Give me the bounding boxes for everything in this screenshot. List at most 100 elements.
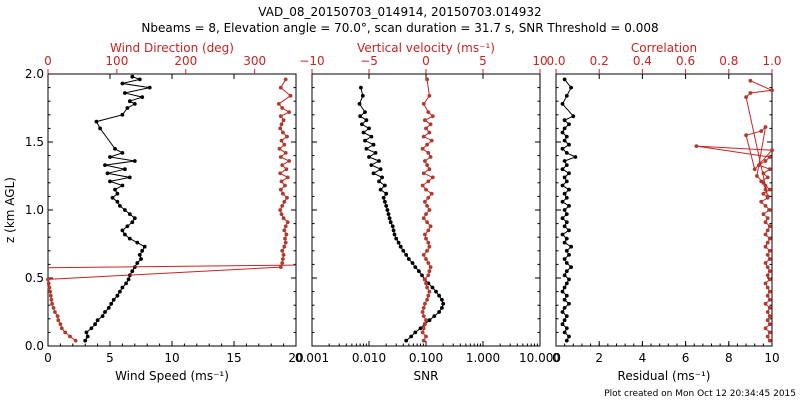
- left-red-data-point: [283, 77, 288, 82]
- right-black-data-point: [564, 163, 569, 168]
- left-x-axis-label: Wind Speed (ms⁻¹): [115, 369, 229, 383]
- right-bottom-tick-label: 2: [595, 351, 603, 365]
- right-black-data-point: [564, 293, 569, 298]
- middle-red-data-point: [426, 151, 431, 155]
- left-red-data-point: [56, 318, 61, 323]
- right-red-data-point: [767, 306, 772, 310]
- left-black-data-point: [89, 326, 94, 331]
- middle-red-data-point: [427, 130, 432, 135]
- right-red-data-point: [767, 269, 772, 274]
- right-red-data-point: [761, 191, 766, 196]
- middle-bottom-tick-label: 0.001: [295, 351, 329, 365]
- middle-red-data-point: [430, 175, 435, 180]
- right-black-data-point: [569, 244, 573, 249]
- right-red-data-point: [765, 228, 770, 233]
- middle-red-data-point: [428, 122, 433, 127]
- middle-black-data-point: [437, 293, 441, 298]
- middle-bottom-tick-label: 1.000: [466, 351, 500, 365]
- left-red-data-point: [285, 220, 290, 225]
- right-black-data-point: [562, 126, 567, 131]
- left-top-tick-label: 200: [174, 54, 197, 68]
- middle-black-data-point: [440, 306, 444, 310]
- right-red-data-point: [767, 248, 772, 253]
- left-black-data-point: [120, 228, 125, 233]
- middle-black-data-point: [357, 102, 362, 106]
- left-bottom-tick-label: 15: [226, 351, 241, 365]
- panel-right: 0 2 4 6 8 10 Residual (ms⁻¹) 0.0 0.2 0.4 0.6 0.8 1.0…: [546, 41, 781, 383]
- middle-red-data-point: [421, 338, 426, 343]
- middle-black-data-point: [413, 330, 418, 335]
- left-black-data-point: [147, 85, 152, 90]
- right-red-data-point: [765, 285, 770, 290]
- left-red-data-point: [281, 191, 285, 196]
- right-top-tick-label: 0.6: [676, 54, 695, 68]
- middle-red-data-point: [423, 277, 427, 282]
- right-black-data-point: [560, 322, 565, 327]
- middle-red-data-point: [421, 326, 426, 331]
- middle-red-data-point: [424, 236, 428, 241]
- middle-red-data-point: [425, 285, 429, 290]
- left-black-data-point: [108, 155, 112, 159]
- right-black-data-point: [560, 289, 565, 294]
- left-red-data-point: [53, 310, 57, 314]
- middle-black-data-point: [384, 204, 389, 208]
- middle-red-data-point: [426, 273, 431, 278]
- middle-red-data-point: [424, 334, 428, 339]
- middle-black-data-point: [380, 175, 384, 180]
- right-red-data-point: [767, 167, 772, 172]
- left-red-data-point: [282, 142, 287, 147]
- right-red-series-line: [696, 80, 774, 341]
- right-top-tick-label: 0.2: [590, 54, 609, 68]
- middle-red-data-point: [426, 195, 431, 200]
- right-black-data-point: [560, 216, 565, 221]
- right-red-data-point: [767, 257, 772, 261]
- right-red-data-point: [763, 125, 768, 129]
- right-black-data-point: [564, 261, 569, 265]
- right-red-data-point: [770, 148, 774, 153]
- middle-black-data-point: [359, 85, 363, 90]
- left-black-data-point: [130, 220, 135, 225]
- left-black-data-point: [85, 334, 90, 339]
- left-red-data-point: [279, 212, 284, 217]
- right-black-data-point: [567, 253, 571, 257]
- middle-black-data-point: [417, 269, 421, 274]
- middle-red-data-point: [424, 212, 428, 217]
- middle-red-data-point: [424, 257, 428, 261]
- right-black-data-point: [562, 240, 567, 245]
- middle-black-data-point: [401, 248, 406, 253]
- middle-black-data-point: [371, 142, 376, 147]
- right-red-data-point: [763, 244, 768, 249]
- y-tick-label: 0.5: [25, 271, 44, 285]
- middle-top-axis-label: Vertical velocity (ms⁻¹): [357, 41, 495, 55]
- middle-red-data-point: [421, 134, 426, 139]
- right-black-data-point: [562, 224, 567, 229]
- left-black-data-point: [103, 310, 107, 314]
- middle-black-data-point: [364, 146, 369, 151]
- middle-black-data-point: [441, 301, 446, 306]
- middle-x-axis-label: SNR: [414, 369, 439, 383]
- y-axis-label: z (km AGL): [3, 177, 17, 243]
- right-red-data-point: [748, 91, 753, 95]
- left-black-data-point: [115, 293, 120, 298]
- left-red-data-point: [278, 208, 283, 212]
- left-black-data-point: [118, 289, 122, 294]
- middle-black-data-point: [360, 122, 364, 127]
- middle-black-data-point: [404, 338, 409, 343]
- right-red-data-point: [765, 273, 770, 278]
- right-black-data-point: [564, 326, 569, 331]
- middle-red-data-point: [421, 306, 426, 310]
- middle-black-data-point: [418, 326, 423, 331]
- right-top-tick-label: 0.8: [719, 54, 738, 68]
- left-red-data-point: [278, 126, 283, 131]
- left-red-data-point: [282, 199, 287, 204]
- right-red-data-point: [767, 289, 772, 294]
- left-plot-frame: [47, 73, 297, 347]
- left-red-data-point: [284, 167, 289, 172]
- panel-left: 0 5 10 15 20 Wind Speed (ms⁻¹) 0 100 200 300 Wind …: [3, 41, 304, 383]
- middle-bottom-tick-label: 0.010: [352, 351, 386, 365]
- footer-timestamp: Plot created on Mon Oct 12 20:34:45 2015: [604, 389, 796, 399]
- right-black-data-point: [562, 257, 567, 261]
- right-red-data-point: [765, 265, 770, 269]
- middle-black-data-point: [369, 134, 374, 139]
- left-black-data-point: [125, 106, 130, 110]
